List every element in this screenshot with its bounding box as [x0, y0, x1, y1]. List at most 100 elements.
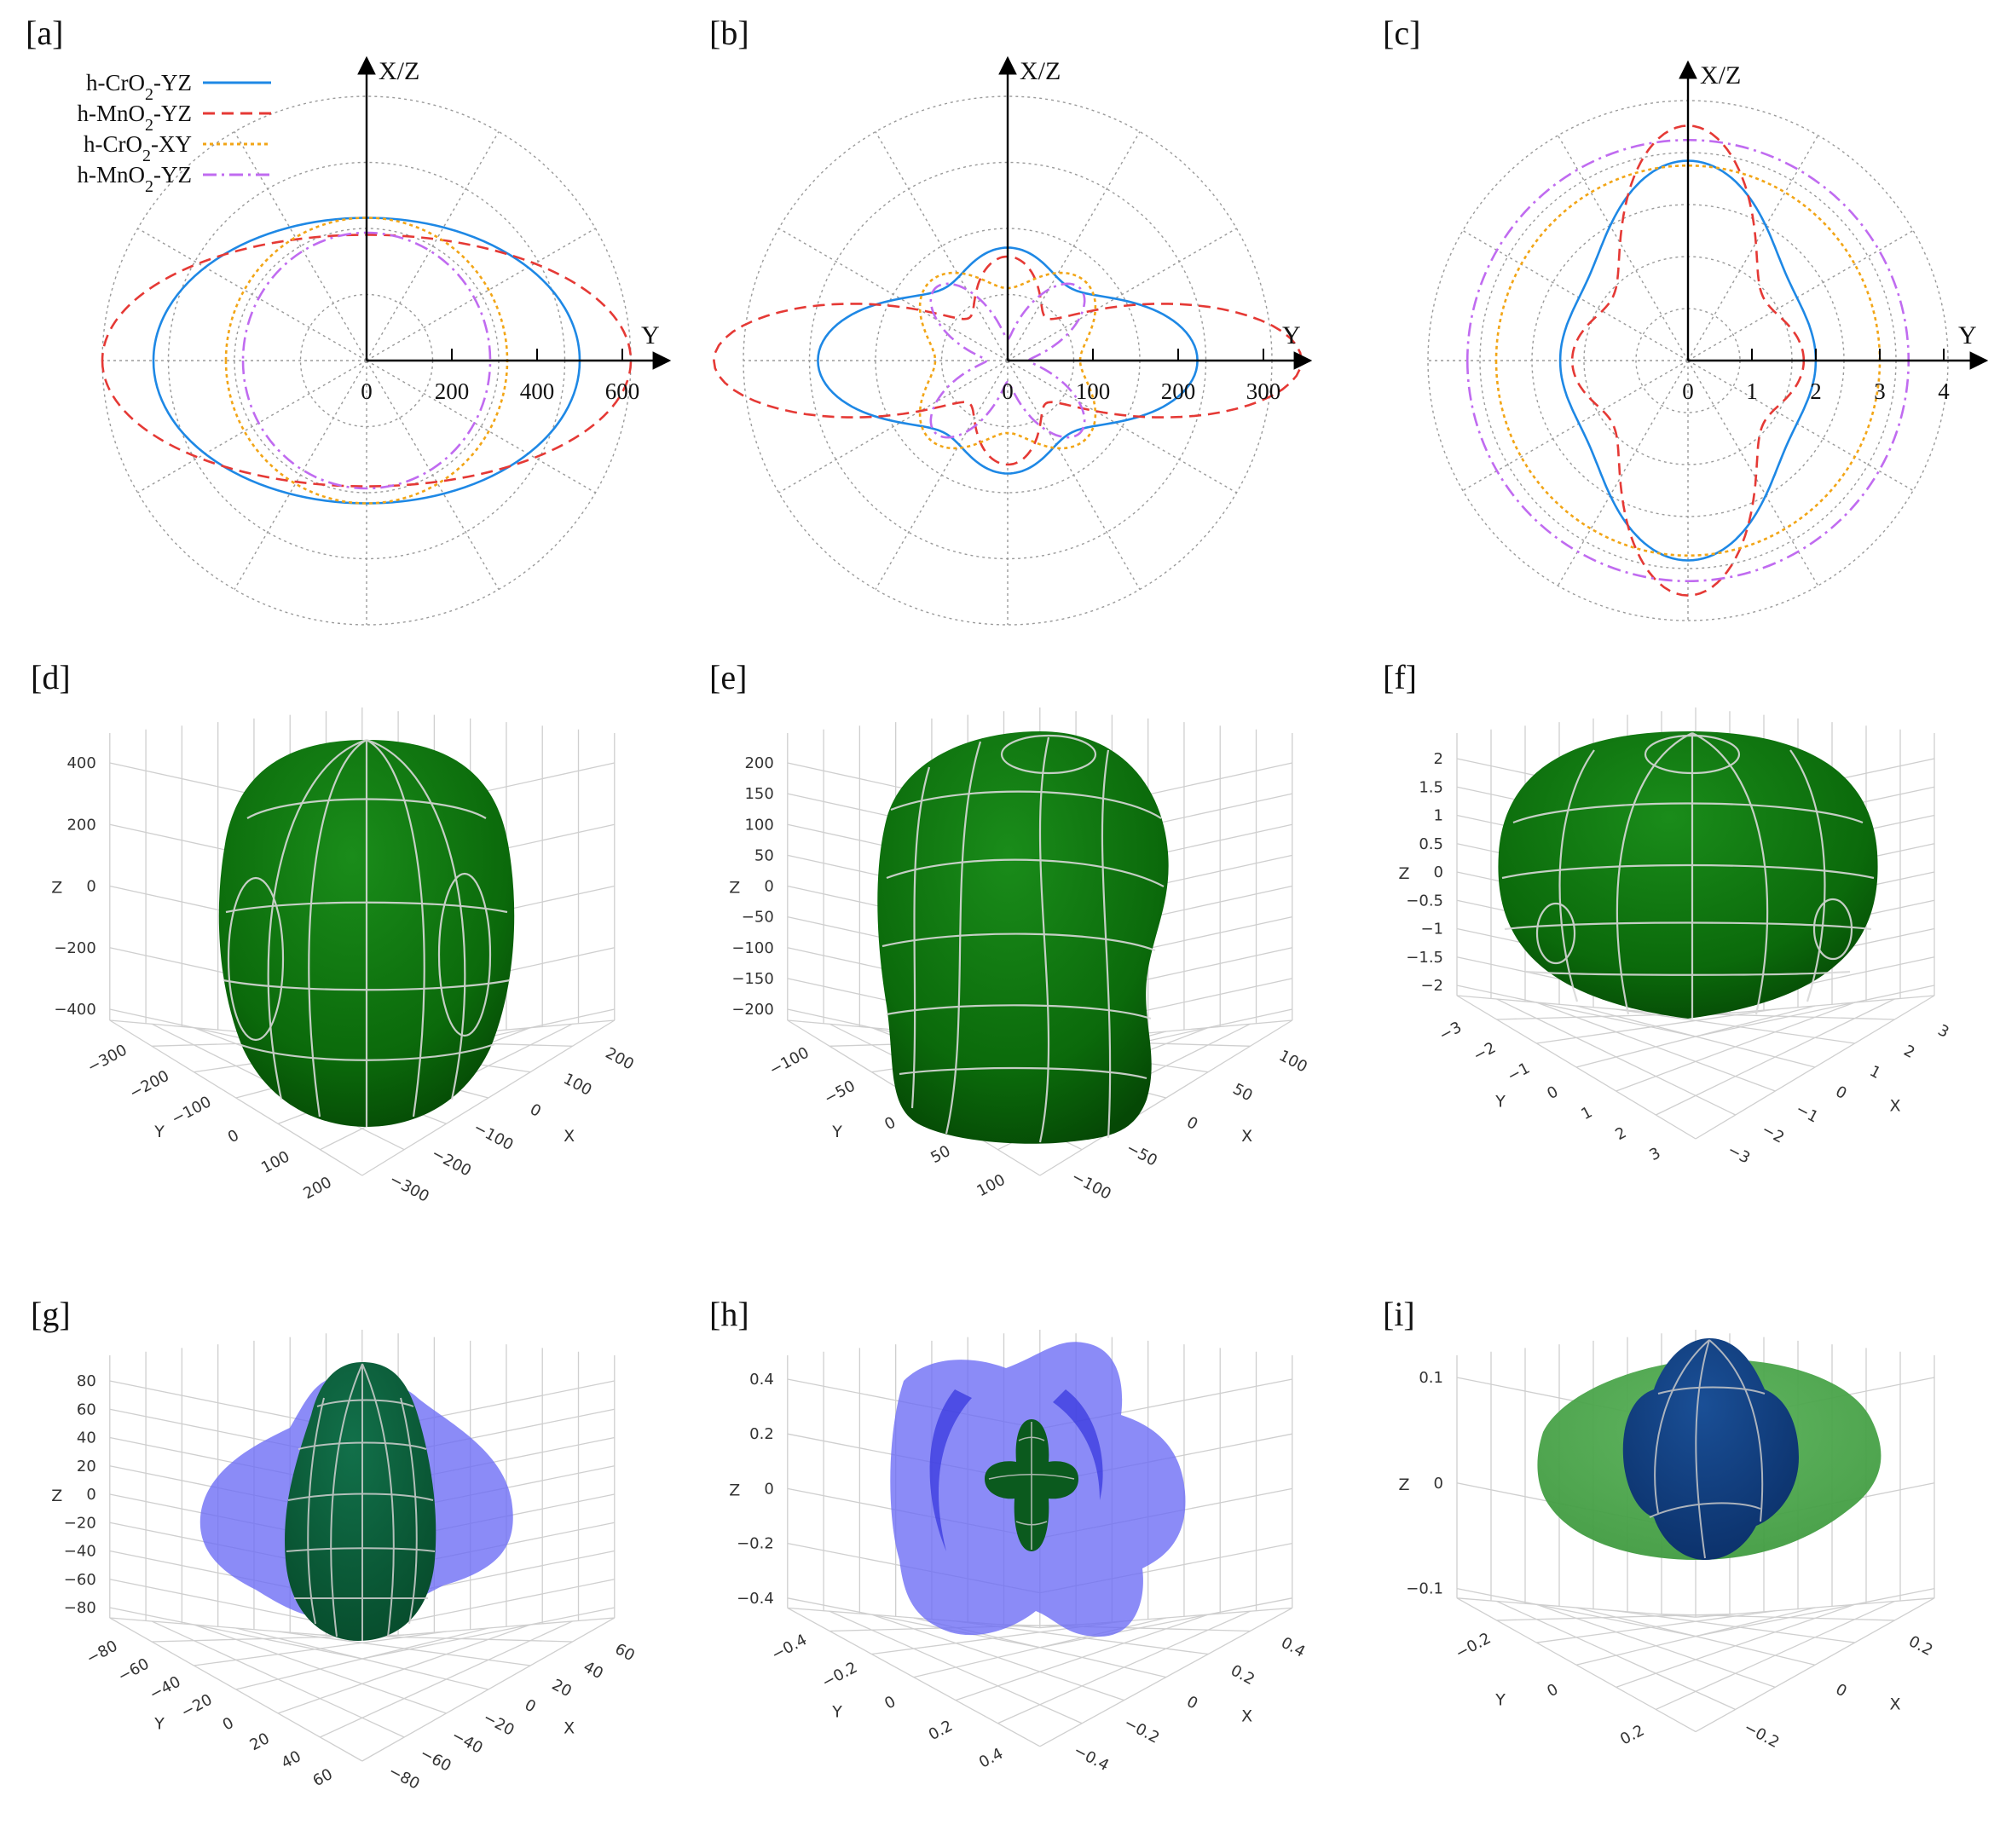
z-tick-label: −40	[64, 1543, 96, 1561]
polar-tick-label: 2	[1810, 378, 1822, 404]
polar-grid-spoke	[137, 228, 367, 361]
x-tick-label: 200	[603, 1044, 637, 1074]
y-tick-label: 0	[220, 1714, 237, 1735]
y-tick-label: 0.2	[926, 1717, 956, 1744]
grid-line	[194, 1624, 447, 1714]
polar-grid-spoke	[1687, 360, 1819, 586]
grid-line	[787, 1597, 1040, 1649]
y-tick-label: 0	[1544, 1083, 1561, 1103]
y-tick-label: 200	[300, 1174, 334, 1204]
y-tick-label: 0	[882, 1693, 899, 1713]
z-tick-label: 0.1	[1419, 1369, 1443, 1387]
x-tick-label: 50	[1230, 1080, 1256, 1105]
y-tick-label: −0.2	[819, 1659, 860, 1692]
x-tick-label: 3	[1935, 1021, 1952, 1042]
z-tick-label: 400	[66, 754, 95, 772]
y-tick-label: 0.2	[1617, 1722, 1647, 1749]
polar-y-label: Y	[1282, 321, 1301, 349]
z-tick-label: −0.2	[737, 1535, 774, 1553]
polar-series-2	[101, 234, 633, 488]
polar-tick-label: 400	[520, 378, 555, 404]
x-axis-label: X	[564, 1127, 575, 1146]
z-tick-label: 0	[1434, 1475, 1443, 1493]
x-tick-label: −0.2	[1121, 1714, 1162, 1747]
z-axis-label: Z	[51, 1487, 62, 1505]
surface-h	[890, 1342, 1186, 1637]
grid-line	[1456, 985, 1697, 1037]
panel-label-f: [f]	[1383, 658, 1417, 696]
grid-line	[361, 1607, 615, 1660]
y-tick-label: −60	[115, 1655, 152, 1685]
polar-grid-spoke	[234, 360, 367, 590]
x-tick-label: 60	[612, 1640, 638, 1665]
surface-d	[218, 738, 515, 1127]
y-tick-label: 100	[258, 1147, 292, 1177]
polar-grid-spoke	[1687, 135, 1819, 361]
grid-line	[1536, 1002, 1776, 1092]
x-tick-label: −0.4	[1071, 1741, 1112, 1775]
x-tick-label: −100	[1068, 1168, 1114, 1204]
z-tick-label: 80	[77, 1372, 96, 1390]
panel-label-e: [e]	[709, 658, 747, 696]
grid-line	[1456, 995, 1697, 1140]
y-tick-label: −40	[147, 1672, 183, 1703]
z-tick-label: 0	[86, 878, 95, 896]
z-tick-label: 200	[66, 816, 95, 834]
x-tick-label: 0	[527, 1100, 544, 1121]
surface-i	[1537, 1338, 1882, 1560]
z-tick-label: 0	[764, 1480, 773, 1498]
polar-y-label: Y	[1958, 321, 1977, 349]
z-tick-label: 0	[1434, 863, 1443, 881]
polar-series-1	[817, 246, 1199, 475]
z-tick-label: 0.4	[749, 1371, 774, 1389]
z-tick-label: 0.2	[749, 1425, 774, 1443]
polar-grid-spoke	[1007, 131, 1141, 361]
z-axis-label: Z	[729, 879, 740, 898]
x-tick-label: 0.2	[1228, 1661, 1257, 1689]
polar-grid-spoke	[1557, 135, 1689, 361]
y-axis-label: Y	[831, 1702, 842, 1721]
polar-xz-label: X/Z	[1020, 57, 1061, 85]
x-tick-label: 0	[1833, 1680, 1850, 1701]
polar-grid-spoke	[1007, 360, 1237, 494]
x-tick-label: 2	[1901, 1042, 1918, 1062]
polar-xz-label: X/Z	[379, 57, 419, 85]
x-tick-label: −50	[1123, 1139, 1159, 1169]
y-tick-label: −20	[178, 1690, 215, 1721]
z-tick-label: −400	[54, 1001, 95, 1019]
grid-line	[361, 1019, 616, 1176]
polar-plot-b: Y X/Z 0 100 200 300	[713, 55, 1313, 626]
x-tick-label: 0	[1833, 1083, 1850, 1103]
x-axis-label: X	[1241, 1127, 1252, 1146]
x-tick-label: −1	[1793, 1100, 1821, 1127]
polar-grid-spoke	[875, 131, 1009, 361]
surface-f	[1498, 731, 1878, 1019]
panel-label-g: [g]	[31, 1295, 71, 1333]
y-axis-label: Y	[1494, 1690, 1506, 1709]
grid-line	[109, 1617, 363, 1762]
polar-grid-spoke	[366, 360, 500, 590]
x-tick-label: 100	[560, 1070, 594, 1100]
grid-line	[1039, 1597, 1292, 1649]
z-tick-label: 40	[77, 1429, 96, 1447]
polar-tick-label: 100	[1076, 378, 1111, 404]
z-axis-label: Z	[51, 879, 62, 898]
polar-series-2	[713, 255, 1303, 466]
polar-grid-spoke	[778, 228, 1009, 361]
legend-entry-3: h-CrO2-XY	[84, 131, 192, 165]
surface-g-inner	[285, 1362, 436, 1641]
y-axis-label: Y	[153, 1123, 165, 1141]
panel-label-h: [h]	[709, 1295, 749, 1333]
y-tick-label: −3	[1436, 1019, 1465, 1045]
polar-grid-spoke	[234, 131, 367, 361]
z-tick-label: 20	[77, 1458, 96, 1476]
surface-e	[877, 731, 1169, 1144]
grid-line	[1616, 1603, 1855, 1688]
polar-y-label: Y	[641, 321, 660, 349]
grid-line	[1656, 1600, 1895, 1711]
polar-grid-spoke	[366, 360, 596, 494]
x-axis-label: X	[1241, 1707, 1252, 1725]
x-tick-label: −3	[1725, 1141, 1753, 1168]
grid-line	[997, 1610, 1251, 1724]
polar-grid-spoke	[1687, 229, 1914, 361]
